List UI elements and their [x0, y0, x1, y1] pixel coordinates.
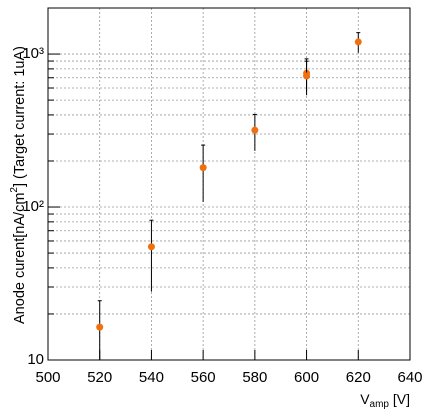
x-label-part: [V]	[389, 391, 410, 407]
point	[199, 164, 207, 172]
y-label-part: ] (Target current: 1uA)	[12, 46, 28, 187]
x-tick-label: 620	[346, 369, 371, 386]
y-label-sup: 2	[9, 187, 20, 193]
x-tick-label: 580	[242, 369, 267, 386]
x-tick-label: 540	[139, 369, 164, 386]
x-tick-label: 520	[87, 369, 112, 386]
x-label-part: V	[360, 391, 370, 407]
plot-frame	[47, 7, 411, 361]
x-tick-label: 600	[294, 369, 319, 386]
point	[354, 38, 362, 46]
point	[96, 323, 104, 331]
x-tick-label: 500	[35, 369, 60, 386]
y-tick-label: 10	[27, 351, 44, 368]
x-label-sub: amp	[370, 399, 390, 410]
point	[147, 243, 155, 251]
x-tick-label: 560	[191, 369, 216, 386]
y-axis-label: Anode curent[nA/cm2] (Target current: 1u…	[9, 46, 28, 324]
x-tick-label: 640	[397, 369, 422, 386]
y-tick-label: 10²	[22, 198, 44, 215]
plot-area	[96, 32, 362, 360]
y-tick-label: 10³	[22, 45, 44, 62]
y-label-part: Anode curent[nA/cm	[12, 193, 28, 324]
point	[251, 126, 259, 134]
point	[303, 72, 311, 80]
x-axis-label: Vamp [V]	[360, 391, 410, 410]
